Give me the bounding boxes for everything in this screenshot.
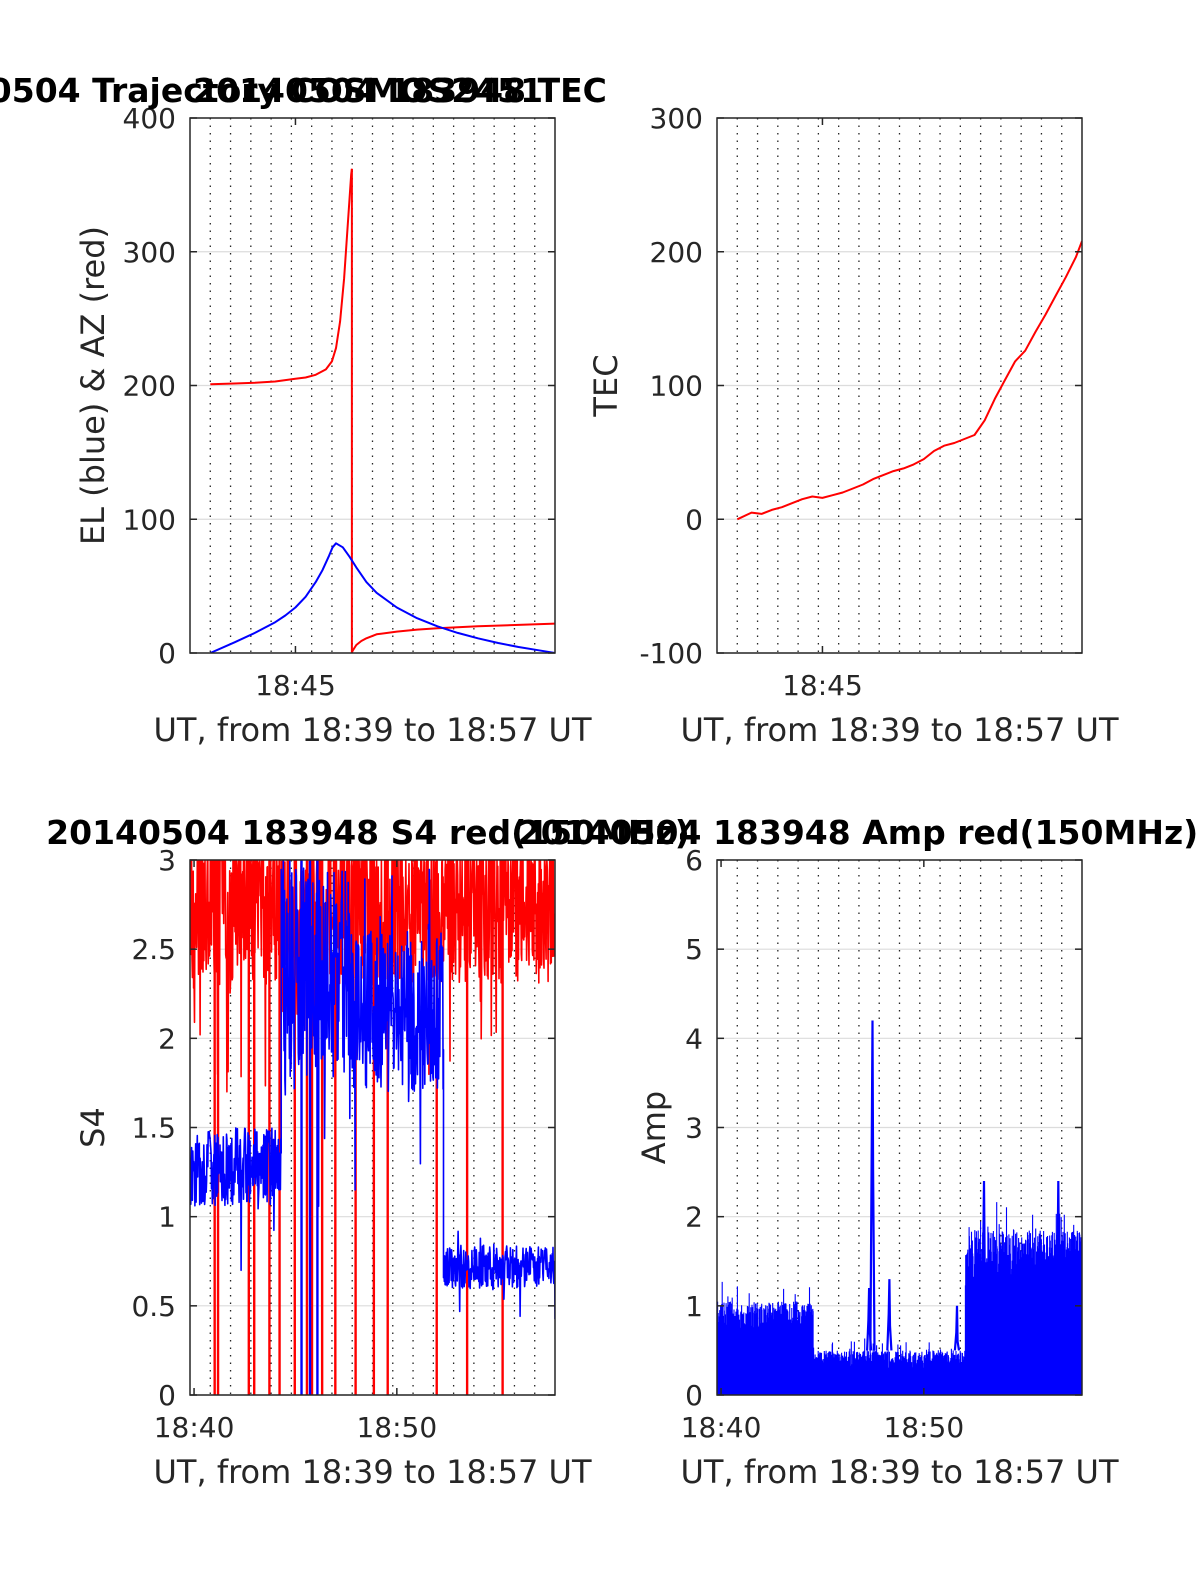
amp-spike (1055, 1180, 1062, 1351)
traj-series-1-line (350, 622, 555, 653)
amp-ytick-label: 4 (685, 1022, 703, 1055)
tec-lines (736, 240, 1082, 521)
tec-ticks: -100 0 100 200 300 18:45 (639, 102, 1082, 702)
traj-grid (190, 117, 555, 654)
s4-ylabel: S4 (74, 1107, 112, 1148)
tec-ytick-label: 0 (685, 503, 703, 536)
traj-ytick-label: 0 (158, 637, 176, 670)
panel-amp: 0 1 2 3 4 5 6 18:40 18:50 20140504 183948 Amp re… (518, 813, 1198, 1491)
s4-title: 20140504 183948 S4 red(150MHz) (46, 813, 690, 852)
amp-ylabel: Amp (635, 1091, 673, 1164)
traj-lines (209, 168, 555, 653)
traj-ytick-label: 100 (123, 503, 176, 536)
s4-ytick-label: 1 (158, 1201, 176, 1234)
s4-xtick-label: 18:50 (356, 1411, 437, 1444)
traj-series-2-line (209, 542, 555, 653)
s4-ytick-label: 3 (158, 844, 176, 877)
traj-ticks: 0 100 200 300 400 18:45 (123, 102, 555, 702)
amp-spike (869, 1020, 876, 1351)
traj-ytick-label: 300 (123, 236, 176, 269)
panel-trajectory: 0 100 200 300 400 18:45 20140504 Trajectory C… (0, 71, 592, 749)
amp-ytick-label: 1 (685, 1290, 703, 1323)
amp-xlabel: UT, from 18:39 to 18:57 UT (681, 1453, 1119, 1491)
panel-s4: 0 0.5 1 1.5 2 2.5 3 18:40 18:50 20140504 183948 … (46, 813, 690, 1491)
tec-grid (717, 117, 1082, 654)
s4-series-0-line (190, 860, 555, 1093)
tec-ytick-label: 300 (650, 102, 703, 135)
traj-title: 20140504 Trajectory COSMOS2451 (0, 71, 543, 110)
amp-ytick-label: 0 (685, 1379, 703, 1412)
s4-ytick-label: 1.5 (131, 1112, 176, 1145)
s4-ticks: 0 0.5 1 1.5 2 2.5 3 18:40 18:50 (131, 844, 555, 1444)
s4-ytick-label: 0.5 (131, 1290, 176, 1323)
traj-xlabel: UT, from 18:39 to 18:57 UT (154, 711, 592, 749)
amp-spike (953, 1305, 961, 1351)
traj-series-0-line (210, 168, 353, 386)
tec-ytick-label: -100 (639, 637, 703, 670)
s4-ytick-label: 2 (158, 1022, 176, 1055)
amp-ytick-label: 6 (685, 844, 703, 877)
amp-xtick-label: 18:40 (681, 1411, 762, 1444)
amp-title: 20140504 183948 Amp red(150MHz) (518, 813, 1198, 852)
traj-ytick-label: 200 (123, 370, 176, 403)
tec-ytick-label: 100 (650, 370, 703, 403)
tec-series-0-line (736, 240, 1082, 521)
amp-ytick-label: 2 (685, 1201, 703, 1234)
amp-xtick-label: 18:50 (883, 1411, 964, 1444)
s4-xlabel: UT, from 18:39 to 18:57 UT (154, 1453, 592, 1491)
tec-title: 20140504 183948 TEC (193, 71, 607, 110)
traj-xtick-label: 18:45 (255, 669, 336, 702)
s4-xtick-label: 18:40 (154, 1411, 235, 1444)
tec-xtick-label: 18:45 (782, 669, 863, 702)
amp-spike (886, 1279, 893, 1351)
amp-ytick-label: 3 (685, 1112, 703, 1145)
s4-ytick-label: 2.5 (131, 933, 176, 966)
tec-ytick-label: 200 (650, 236, 703, 269)
amp-ytick-label: 5 (685, 933, 703, 966)
s4-lines (190, 860, 555, 1395)
amp-spike (866, 1287, 873, 1351)
amp-series-0-bars (717, 1202, 1082, 1395)
tec-xlabel: UT, from 18:39 to 18:57 UT (681, 711, 1119, 749)
amp-lines (717, 1020, 1082, 1395)
traj-ytick-label: 400 (123, 102, 176, 135)
amp-spike (980, 1180, 988, 1351)
s4-ytick-label: 0 (158, 1379, 176, 1412)
amp-ticks: 0 1 2 3 4 5 6 18:40 18:50 (681, 844, 1082, 1444)
traj-ylabel: EL (blue) & AZ (red) (74, 226, 112, 545)
tec-ylabel: TEC (587, 354, 625, 417)
s4-series-1-line (190, 860, 555, 1320)
